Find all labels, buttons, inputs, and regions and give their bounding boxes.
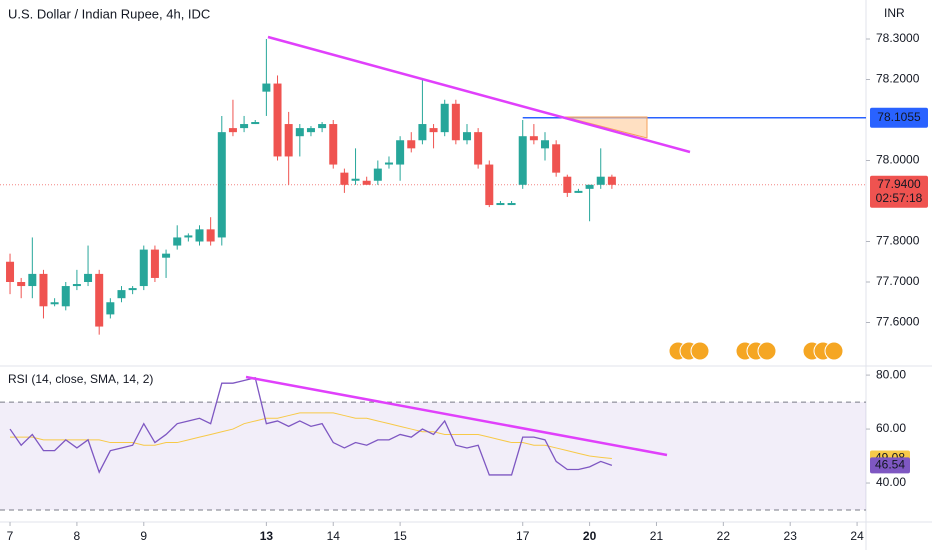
candle-body: [117, 290, 126, 299]
candle-body: [518, 136, 527, 185]
marks: 77.6000 77.7000 77.8000 78.0000 78.2000 78.30…: [0, 31, 928, 543]
candle-body: [106, 302, 115, 315]
trend-line: [267, 35, 691, 154]
x-tick-label: 9: [140, 529, 147, 543]
y-tick-label: 80.00: [876, 367, 906, 381]
candle-body: [240, 124, 249, 129]
candle-body: [485, 164, 494, 206]
candle-body: [6, 261, 15, 282]
candle-body: [50, 302, 59, 305]
axis-label: INR: [884, 6, 905, 20]
indicator-title: RSI (14, close, SMA, 14, 2): [8, 372, 153, 386]
candle-body: [39, 273, 48, 307]
x-tick-label: 22: [717, 529, 731, 543]
y-tick-label: 78.0000: [876, 153, 920, 167]
candle-body: [451, 103, 460, 141]
level-tag-label: 78.1055: [877, 110, 921, 124]
price-tag: [870, 175, 928, 208]
candle-body: [418, 124, 427, 141]
y-tick-label: 77.8000: [876, 234, 920, 248]
x-tick-label: 17: [516, 529, 530, 543]
candle-body: [17, 282, 26, 287]
candle-body: [295, 128, 304, 137]
candle-body: [507, 203, 516, 206]
candle-body: [184, 235, 193, 238]
candle-body: [407, 140, 416, 149]
candle-body: [351, 178, 360, 181]
candle-body: [217, 132, 226, 238]
candle-body: [173, 237, 182, 246]
candle-body: [139, 249, 148, 287]
rsi-line: [9, 377, 613, 476]
trend-line: [245, 375, 668, 457]
y-tick-label: 77.7000: [876, 274, 920, 288]
candle-body: [574, 190, 583, 193]
candle-body: [128, 288, 137, 291]
candle-body: [496, 203, 505, 206]
y-tick-label: 78.3000: [876, 31, 920, 45]
candle-body: [162, 253, 171, 258]
event-icons: [668, 341, 844, 361]
candle-body: [195, 229, 204, 242]
candle-body: [150, 249, 159, 278]
x-tick-label: 8: [74, 529, 81, 543]
value-tag: [870, 457, 910, 474]
y-tick-label: 78.2000: [876, 72, 920, 86]
candle-body: [541, 140, 550, 149]
candle-body: [440, 103, 449, 133]
candle-body: [552, 144, 561, 173]
candle-body: [563, 176, 572, 193]
candle-body: [28, 273, 37, 287]
candle-body: [396, 140, 405, 165]
candle-body: [329, 124, 338, 165]
candle-body: [318, 124, 327, 129]
x-tick-label: 7: [7, 529, 14, 543]
candle-body: [273, 83, 282, 157]
candle-body: [251, 122, 260, 125]
value-tag-label: 46.54: [875, 458, 905, 472]
x-tick-label: 14: [327, 529, 341, 543]
candle-body: [384, 162, 393, 165]
candle-body: [61, 286, 70, 307]
candle-body: [373, 168, 382, 181]
candle-body: [429, 128, 438, 133]
x-tick-label: 15: [393, 529, 407, 543]
x-tick-label: 13: [260, 529, 274, 543]
candle-body: [72, 284, 81, 287]
candle-body: [474, 132, 483, 165]
countdown-label: 02:57:18: [876, 191, 923, 205]
candle-body: [585, 184, 594, 189]
candle-body: [607, 176, 616, 185]
x-tick-label: 23: [784, 529, 798, 543]
candle-body: [228, 128, 237, 133]
candle-body: [306, 128, 315, 133]
candle-body: [262, 83, 271, 92]
y-tick-label: 60.00: [876, 421, 906, 435]
candle-body: [95, 273, 104, 327]
candle-body: [206, 229, 215, 242]
candle-body: [462, 132, 471, 141]
x-tick-label: 20: [583, 529, 597, 543]
price-tag-label: 77.9400: [877, 177, 921, 191]
candle-body: [84, 273, 93, 282]
chart-title: U.S. Dollar / Indian Rupee, 4h, IDC: [8, 6, 210, 21]
candle-body: [362, 180, 371, 185]
x-tick-label: 24: [850, 529, 864, 543]
rsi-line: [10, 412, 612, 460]
x-tick-label: 21: [650, 529, 664, 543]
candle-body: [529, 136, 538, 141]
candle-body: [284, 124, 293, 157]
level-tag: [870, 107, 928, 128]
y-tick-label: 40.00: [876, 475, 906, 489]
band-fill: [0, 402, 866, 511]
candle-body: [596, 176, 605, 185]
y-tick-label: 77.6000: [876, 315, 920, 329]
candle-body: [340, 172, 349, 185]
